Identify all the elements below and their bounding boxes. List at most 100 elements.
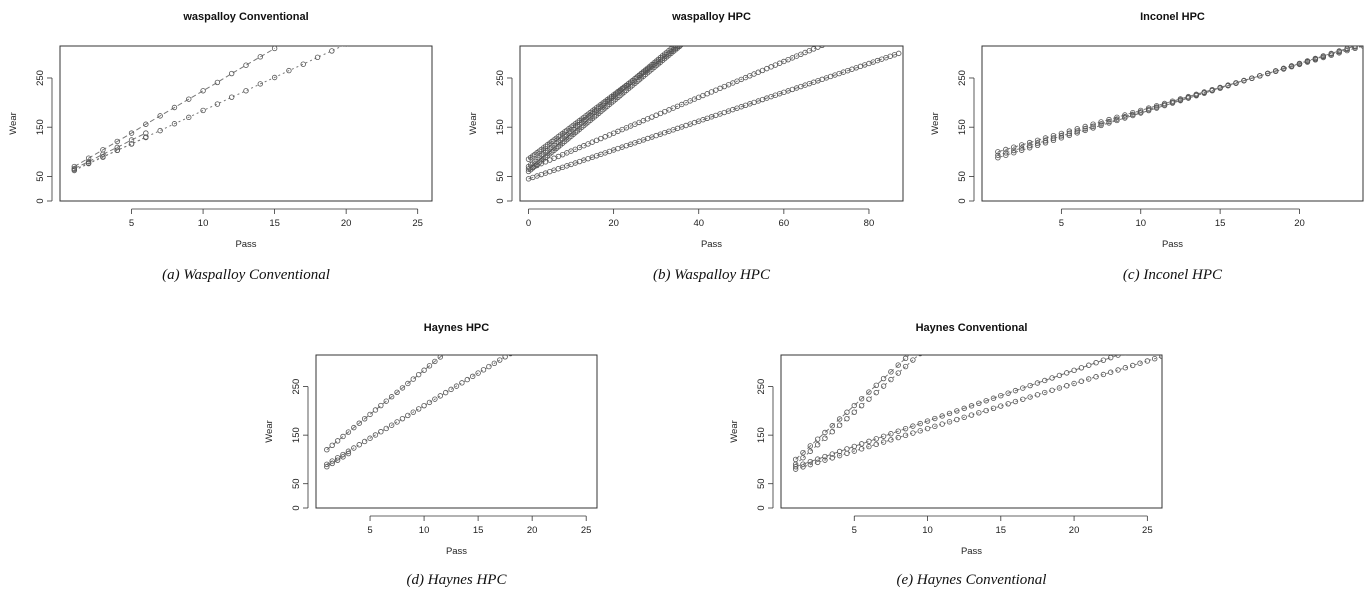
data-point: [1265, 70, 1271, 77]
data-point: [1027, 382, 1033, 389]
data-point: [1209, 87, 1215, 94]
data-point: [976, 400, 982, 407]
data-point: [680, 46, 683, 47]
data-point: [1100, 357, 1107, 363]
data-point: [851, 409, 857, 415]
data-point: [480, 367, 487, 373]
data-point: [880, 439, 887, 445]
data-point: [383, 425, 389, 432]
x-tick-label: 40: [693, 218, 704, 229]
data-point: [186, 114, 192, 121]
data-point: [1074, 128, 1080, 134]
series-line: [795, 355, 910, 460]
data-point: [1011, 144, 1017, 150]
data-point: [990, 405, 997, 411]
data-point: [1026, 145, 1033, 151]
data-point: [676, 46, 683, 49]
data-point: [814, 442, 821, 448]
x-tick-label: 15: [996, 525, 1007, 536]
data-point: [453, 383, 460, 389]
data-point: [442, 389, 449, 396]
data-point: [844, 415, 850, 422]
y-tick-label: 0: [35, 198, 46, 203]
data-point: [243, 62, 249, 68]
x-tick-label: 20: [608, 218, 619, 229]
data-point: [1122, 365, 1129, 371]
x-tick-label: 5: [1059, 218, 1064, 229]
data-point: [1161, 102, 1168, 109]
data-point: [1090, 121, 1096, 127]
data-point: [171, 104, 178, 111]
figure-caption: (c) Inconel HPC: [1123, 267, 1223, 283]
data-point: [1020, 396, 1026, 402]
data-point: [1049, 387, 1055, 393]
data-point: [345, 448, 352, 454]
data-point: [807, 448, 814, 454]
series-group: [525, 46, 902, 182]
data-point: [1280, 65, 1287, 72]
data-point: [421, 367, 427, 373]
y-tick-label: 250: [756, 379, 767, 395]
data-point: [329, 48, 335, 54]
series-line: [74, 137, 147, 170]
data-point: [676, 46, 679, 47]
series-line: [795, 355, 1162, 470]
data-point: [228, 94, 235, 100]
data-point: [895, 362, 901, 368]
data-point: [128, 130, 135, 136]
data-point: [1130, 109, 1136, 116]
data-point: [1249, 75, 1255, 81]
series-group: [995, 46, 1363, 161]
data-point: [1034, 142, 1041, 148]
data-point: [1352, 46, 1358, 49]
data-point: [873, 382, 879, 388]
y-tick-label: 150: [756, 427, 767, 443]
x-tick-label: 60: [779, 218, 790, 229]
y-axis-label: Wear: [930, 112, 941, 135]
data-point: [1034, 380, 1041, 386]
data-point: [1064, 383, 1070, 389]
data-point: [470, 373, 476, 380]
data-point: [324, 447, 330, 453]
y-tick-label: 0: [495, 198, 506, 203]
data-point: [394, 389, 400, 396]
y-tick-label: 0: [756, 505, 767, 510]
data-point: [502, 355, 508, 360]
data-point: [1312, 55, 1319, 62]
series-line: [997, 46, 1360, 156]
data-point: [1098, 122, 1104, 129]
x-tick-label: 25: [1142, 525, 1153, 536]
plot-frame: [59, 45, 433, 202]
data-point: [1257, 73, 1263, 79]
series-line: [997, 46, 1357, 159]
data-point: [836, 422, 843, 428]
data-point: [491, 360, 498, 367]
data-point: [866, 396, 872, 402]
data-point: [1115, 367, 1121, 373]
data-point: [410, 376, 416, 382]
data-point: [358, 35, 363, 40]
data-point: [911, 349, 916, 354]
data-point: [314, 54, 321, 61]
data-point: [415, 406, 422, 412]
data-point: [822, 457, 828, 463]
x-axis-label: Pass: [235, 239, 256, 250]
data-point: [437, 355, 443, 360]
data-point: [432, 358, 438, 365]
data-point: [1005, 390, 1011, 396]
data-point: [257, 81, 264, 87]
data-point: [1012, 387, 1019, 394]
data-point: [432, 396, 438, 402]
data-point: [444, 355, 447, 356]
data-point: [1098, 121, 1104, 127]
data-point: [378, 429, 384, 435]
data-point: [1026, 139, 1033, 146]
data-point: [378, 402, 384, 409]
data-point: [902, 425, 909, 432]
data-point: [836, 416, 843, 422]
plot-frame: [519, 45, 904, 202]
y-tick-label: 250: [35, 70, 46, 86]
data-point: [1272, 68, 1279, 74]
data-point: [1225, 83, 1231, 89]
